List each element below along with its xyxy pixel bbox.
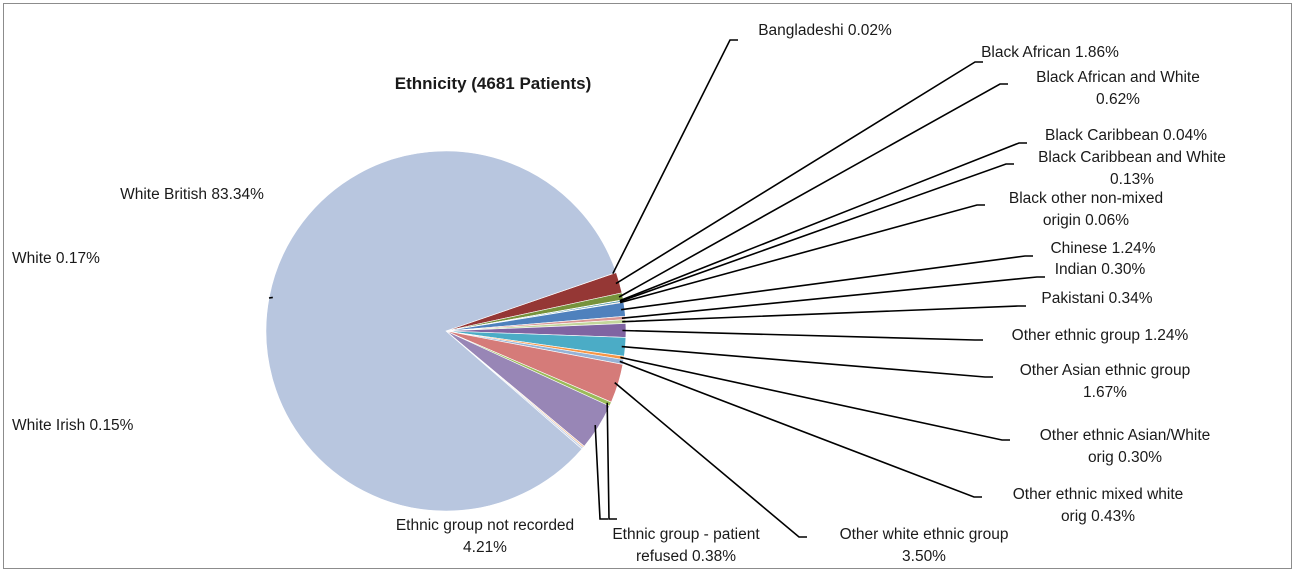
data-label: Other white ethnic group [840, 526, 1009, 543]
data-label: Bangladeshi 0.02% [758, 22, 892, 39]
data-label: Ethnic group - patient [612, 526, 760, 543]
data-label: Other ethnic group 1.24% [1012, 327, 1189, 344]
leader-line [606, 402, 617, 520]
leader-line [614, 381, 807, 538]
data-label: 1.67% [1083, 384, 1127, 401]
data-label: orig 0.30% [1088, 449, 1162, 466]
data-label: Black African and White [1036, 69, 1200, 86]
data-label: Ethnic group not recorded [396, 517, 574, 534]
leader-line [620, 255, 1033, 311]
leader-line [268, 296, 273, 299]
data-label: 0.13% [1110, 171, 1154, 188]
data-label: refused 0.38% [636, 548, 736, 565]
chart-frame [3, 3, 1292, 569]
data-label: Black other non-mixed [1009, 190, 1163, 207]
data-label: origin 0.06% [1043, 212, 1129, 229]
data-label: 3.50% [902, 548, 946, 565]
data-label: Pakistani 0.34% [1041, 290, 1152, 307]
leader-line [620, 356, 1010, 441]
data-label: Black Caribbean 0.04% [1045, 127, 1207, 144]
data-label: Other ethnic Asian/White [1040, 427, 1211, 444]
leader-line [619, 142, 1027, 302]
data-label: Other ethnic mixed white [1013, 486, 1184, 503]
data-label: White Irish 0.15% [12, 417, 134, 434]
leader-line [621, 345, 993, 378]
pie-slice-white-british [265, 150, 617, 512]
leader-line [619, 163, 1014, 303]
data-label: White 0.17% [12, 250, 100, 267]
leader-line [618, 83, 1008, 298]
leader-line [612, 39, 738, 275]
data-label: White British 83.34% [120, 186, 264, 203]
leader-line [619, 204, 985, 304]
data-label: Black Caribbean and White [1038, 149, 1226, 166]
leader-line [619, 360, 982, 498]
leader-line [594, 425, 608, 520]
leader-line [615, 61, 983, 285]
data-label: orig 0.43% [1061, 508, 1135, 525]
data-label: 4.21% [463, 539, 507, 556]
data-label: Black African 1.86% [981, 44, 1119, 61]
data-label: Indian 0.30% [1055, 261, 1146, 278]
data-label: Chinese 1.24% [1050, 240, 1155, 257]
leader-line [622, 305, 1026, 323]
leader-line [622, 329, 983, 341]
leader-line [621, 276, 1045, 319]
chart-title: Ethnicity (4681 Patients) [395, 74, 592, 93]
data-label: 0.62% [1096, 91, 1140, 108]
data-label: Other Asian ethnic group [1020, 362, 1191, 379]
